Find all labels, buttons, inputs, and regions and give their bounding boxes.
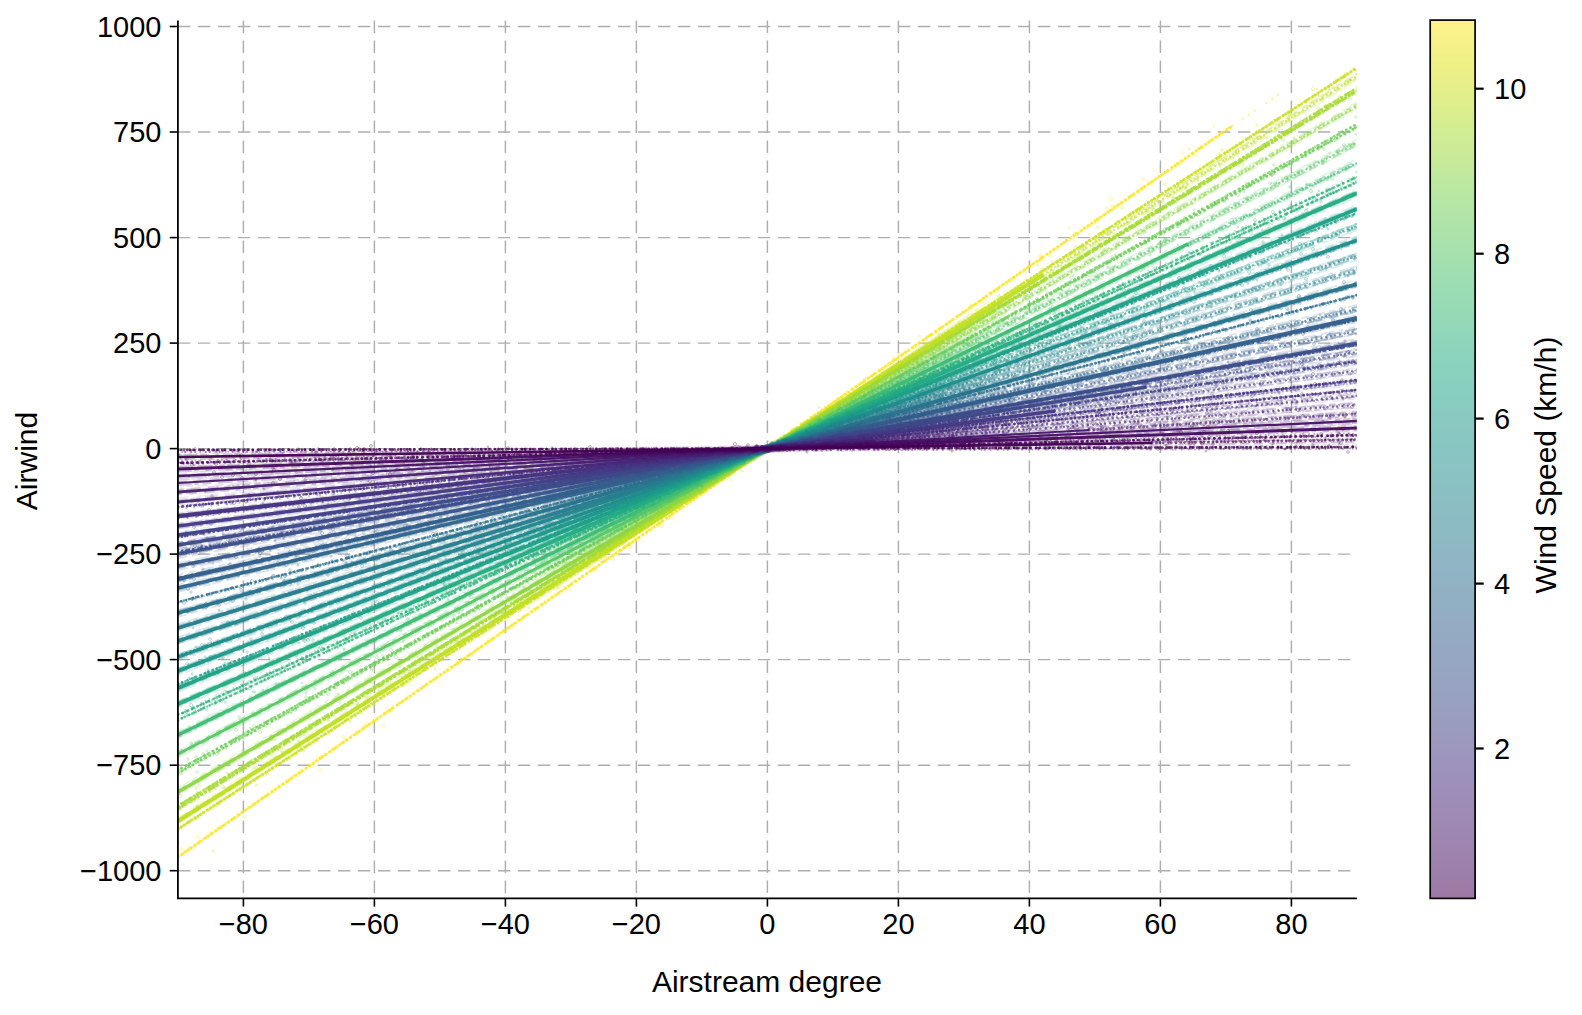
svg-text:80: 80 [1275,908,1307,940]
svg-text:1000: 1000 [97,11,162,43]
svg-text:4: 4 [1494,568,1510,600]
svg-text:−250: −250 [96,538,161,570]
svg-text:Airwind: Airwind [10,412,43,510]
svg-text:−750: −750 [96,749,161,781]
svg-text:−20: −20 [612,908,661,940]
svg-text:20: 20 [882,908,914,940]
svg-text:0: 0 [759,908,775,940]
svg-text:2: 2 [1494,733,1510,765]
svg-text:10: 10 [1494,73,1526,105]
svg-text:500: 500 [113,222,161,254]
svg-text:−80: −80 [219,908,268,940]
svg-text:60: 60 [1144,908,1176,940]
svg-text:250: 250 [113,327,161,359]
svg-text:Wind Speed (km/h): Wind Speed (km/h) [1529,337,1562,594]
svg-text:0: 0 [145,433,161,465]
svg-text:750: 750 [113,116,161,148]
svg-text:−500: −500 [96,644,161,676]
svg-text:−40: −40 [481,908,530,940]
svg-text:8: 8 [1494,238,1510,270]
svg-text:40: 40 [1013,908,1045,940]
svg-text:−1000: −1000 [80,855,161,887]
svg-text:−60: −60 [350,908,399,940]
svg-text:Airstream degree: Airstream degree [652,965,882,998]
svg-text:6: 6 [1494,403,1510,435]
